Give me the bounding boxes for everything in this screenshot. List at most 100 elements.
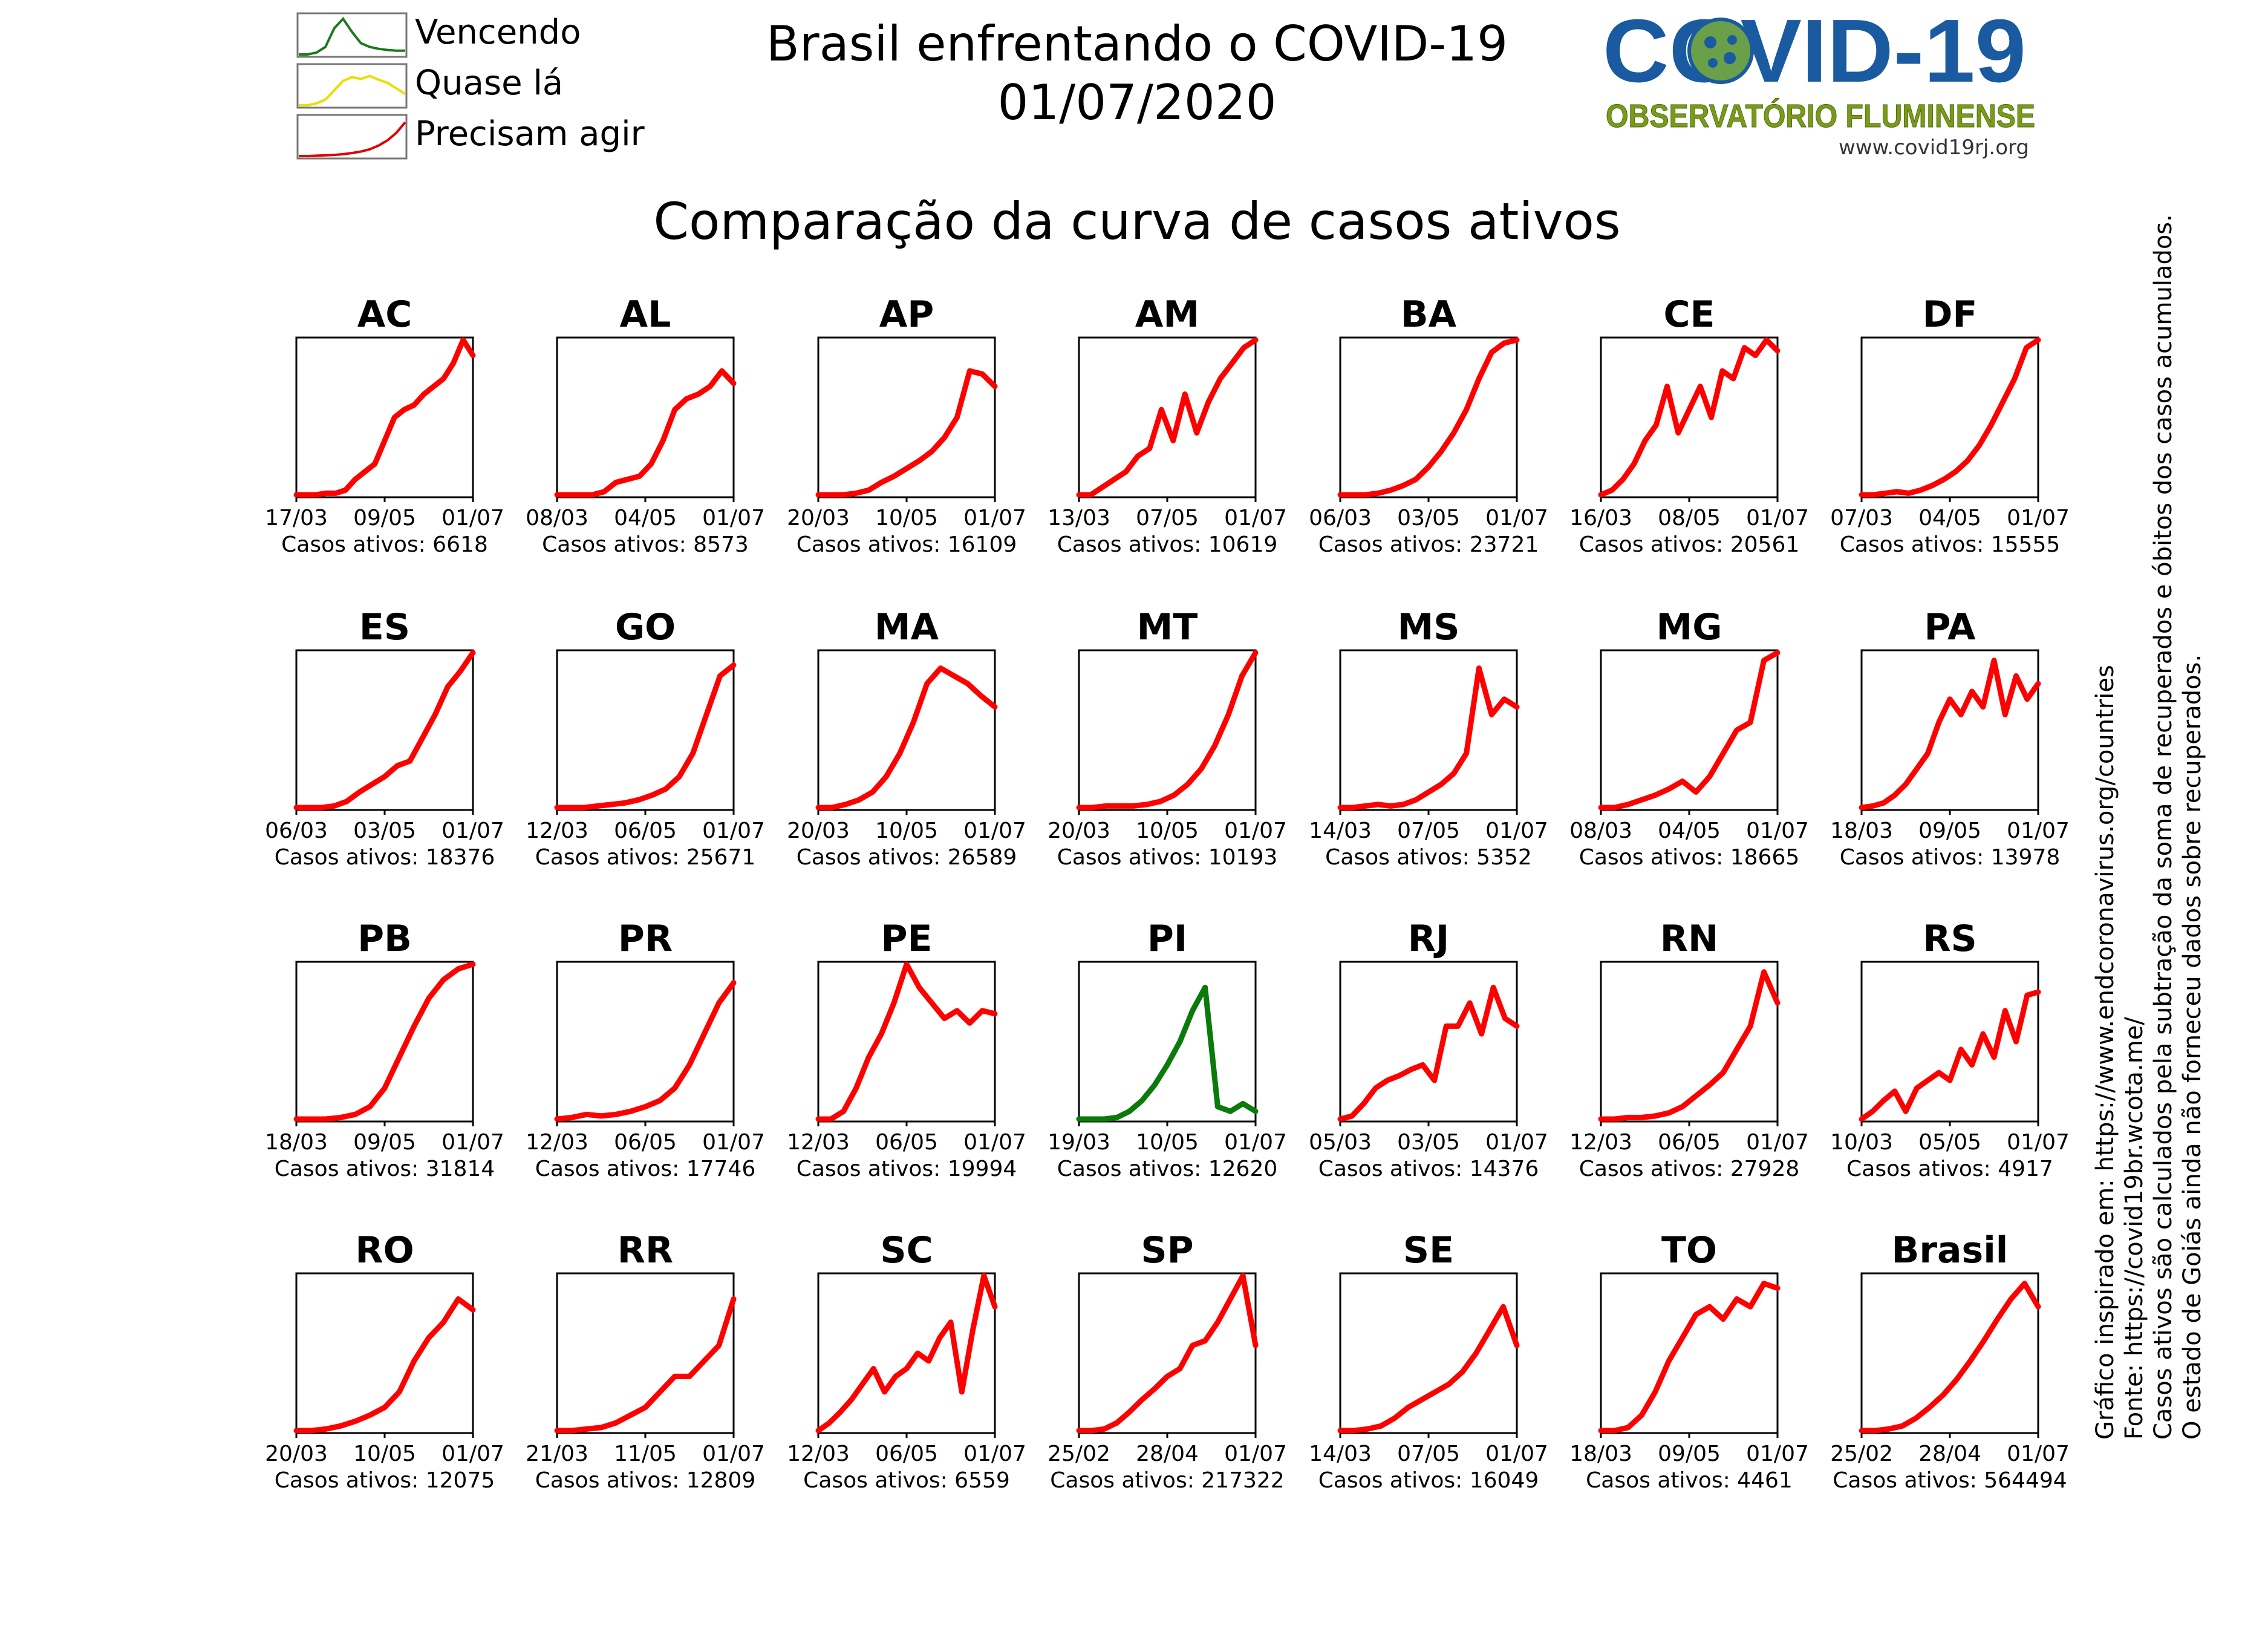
status-legend: Vencendo Quase lá Precisam agir [296,12,645,160]
casos-ativos-label: Casos ativos: 17746 [535,1157,756,1181]
x-tick-label: 01/07 [963,1130,1026,1155]
casos-ativos-label: Casos ativos: 27928 [1579,1157,1800,1181]
x-tick-label: 01/07 [442,1130,504,1155]
panel-title: CE [1663,293,1715,336]
panel-frame [1339,336,1518,498]
casos-ativos-label: Casos ativos: 25671 [535,845,756,870]
x-tick-label: 12/03 [526,1130,588,1155]
casos-ativos-label: Casos ativos: 18665 [1579,845,1800,870]
x-tick-label: 04/05 [1918,506,1981,531]
x-tick-label: 14/03 [1309,818,1372,843]
panel-line [1337,984,1520,1122]
casos-ativos-label: Casos ativos: 16109 [797,532,1017,557]
x-tick-label: 10/05 [353,1442,416,1466]
x-tick-label: 06/03 [1309,506,1372,531]
panel-title: SC [880,1229,933,1272]
x-tick-label: 20/03 [265,1442,328,1466]
x-tick-label: 11/05 [614,1442,677,1466]
panel-title: MT [1137,606,1198,648]
panel-title: PA [1924,606,1976,648]
legend-label: Precisam agir [415,114,645,154]
panel-line [554,662,737,811]
panel-title: AL [620,293,671,336]
panel-title: ES [359,606,410,648]
x-tick-label: 25/02 [1830,1442,1893,1466]
x-tick-label: 09/05 [1658,1442,1721,1466]
casos-ativos-label: Casos ativos: 26589 [797,845,1017,870]
panel-title: MS [1398,606,1460,648]
casos-ativos-label: Casos ativos: 217322 [1050,1468,1284,1493]
side-notes: Gráfico inspirado em: https://www.endcor… [2091,214,2206,1440]
x-tick-label: 10/05 [875,506,938,531]
x-tick-label: 04/05 [1658,818,1721,843]
x-tick-label: 06/05 [875,1442,938,1466]
x-tick-label: 12/03 [787,1130,850,1155]
casos-ativos-label: Casos ativos: 16049 [1318,1468,1539,1493]
side-note: Gráfico inspirado em: https://www.endcor… [2091,665,2119,1440]
casos-ativos-label: Casos ativos: 18376 [275,845,495,870]
panel-frame [295,336,474,498]
x-tick-label: 10/03 [1830,1130,1893,1155]
legend-label: Quase lá [415,64,563,103]
legend-swatch-frame [296,63,408,109]
legend-item: Vencendo [296,12,581,58]
x-tick-label: 06/05 [875,1130,938,1155]
panel-title: AC [357,293,412,336]
observatorio-logo: COVID-19 OBSERVATÓRIO FLUMINENSE www.cov… [1603,1,2036,160]
panel-line [1076,1273,1259,1434]
panel-title: MG [1657,606,1722,648]
x-tick-label: 01/07 [963,1442,1026,1466]
x-tick-label: 18/03 [1569,1442,1632,1466]
x-tick-label: 01/07 [1746,506,1809,531]
panel-line [815,665,998,811]
panel-frame [1078,336,1257,498]
panel-title: DF [1923,293,1978,336]
x-tick-label: 19/03 [1048,1130,1110,1155]
panel-frame [1860,649,2039,811]
panel-frame [817,649,996,811]
x-tick-label: 01/07 [702,1442,765,1466]
x-tick-label: 03/05 [1397,1130,1460,1155]
x-tick-label: 08/03 [1569,818,1632,843]
panel-frame [1078,961,1257,1123]
casos-ativos-label: Casos ativos: 4917 [1846,1157,2053,1181]
x-tick-label: 05/03 [1309,1130,1372,1155]
panel-frame [1600,961,1779,1123]
panel-frame [1860,336,2039,498]
x-tick-label: 20/03 [787,818,850,843]
casos-ativos-label: Casos ativos: 10619 [1057,532,1278,557]
panel-line [1859,658,2041,811]
panel-line [293,650,476,811]
logo-subtitle: OBSERVATÓRIO FLUMINENSE [1606,98,2035,134]
x-tick-label: 10/05 [1136,818,1199,843]
panel-title: BA [1401,293,1457,336]
panel-line [554,980,737,1122]
panel-frame [1600,1272,1779,1434]
casos-ativos-label: Casos ativos: 8573 [542,532,749,557]
panel-line [1598,1281,1781,1434]
x-tick-label: 12/03 [526,818,588,843]
x-tick-label: 01/07 [1485,1442,1548,1466]
x-tick-label: 12/03 [787,1442,850,1466]
panel-title: TO [1661,1229,1717,1272]
legend-label: Vencendo [415,13,581,52]
x-tick-label: 09/05 [1918,818,1981,843]
x-tick-label: 28/04 [1136,1442,1199,1466]
casos-ativos-label: Casos ativos: 14376 [1318,1157,1539,1181]
casos-ativos-label: Casos ativos: 13978 [1840,845,2061,870]
x-tick-label: 01/07 [2007,818,2070,843]
x-tick-label: 01/07 [1485,506,1548,531]
panel-line [1076,650,1259,811]
x-tick-label: 01/07 [1485,818,1548,843]
x-tick-label: 06/05 [614,818,677,843]
x-tick-label: 21/03 [526,1442,588,1466]
